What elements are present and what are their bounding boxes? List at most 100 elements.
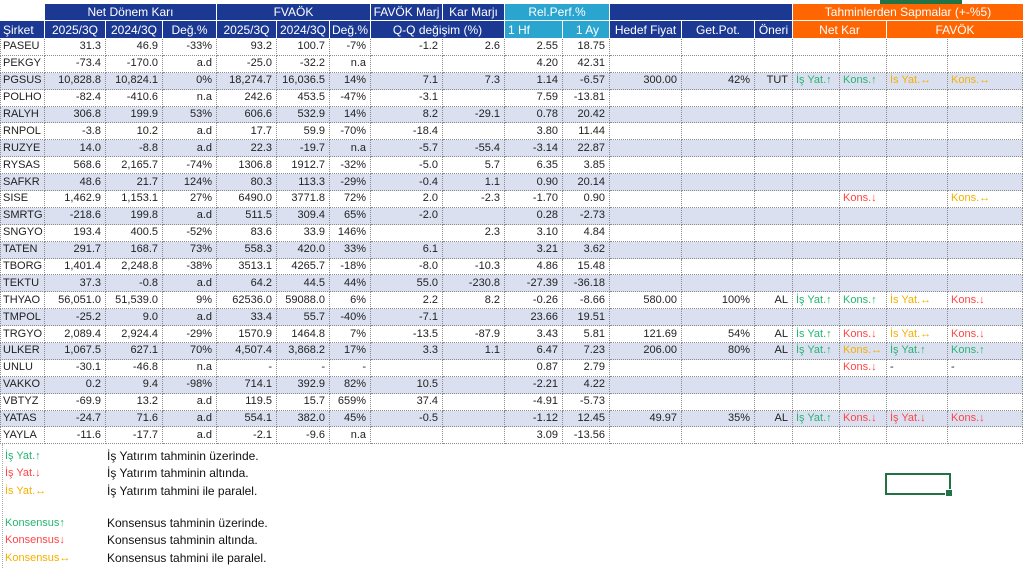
cell-ebitda-2024[interactable]: -32.2 xyxy=(277,55,330,73)
cell-netkar-isyat[interactable]: İş Yat.↑ xyxy=(793,410,840,428)
cell-ebitda-2024[interactable]: 33.9 xyxy=(277,224,330,242)
cell-target-price[interactable] xyxy=(610,275,682,293)
cell-netkar-kons[interactable] xyxy=(840,140,887,158)
header-net-donem-kari[interactable]: Net Dönem Karı xyxy=(45,4,217,21)
header-fv-2025-3q[interactable]: 2025/3Q xyxy=(217,21,277,39)
cell-net-profit-2024[interactable]: 10,824.1 xyxy=(106,72,163,90)
cell-relperf-1m[interactable]: -6.57 xyxy=(563,72,610,90)
cell-company[interactable]: VAKKO xyxy=(0,376,45,394)
cell-ebitda-chg[interactable]: -70% xyxy=(330,123,371,141)
cell-favok-isyat[interactable] xyxy=(887,140,948,158)
cell-favok-kons[interactable]: - xyxy=(948,359,1023,377)
cell-ebitda-2024[interactable]: 532.9 xyxy=(277,106,330,124)
cell-netkar-isyat[interactable] xyxy=(793,157,840,175)
header-tahminlerden-sapmalar[interactable]: Tahminlerden Sapmalar (+-%5) xyxy=(793,4,1023,21)
cell-relperf-1w[interactable]: 4.20 xyxy=(505,55,563,73)
cell-net-profit-chg[interactable]: a.d xyxy=(163,393,217,411)
cell-upside-potential[interactable] xyxy=(682,258,755,276)
cell-netkar-isyat[interactable] xyxy=(793,309,840,327)
cell-recommendation[interactable] xyxy=(755,157,793,175)
cell-relperf-1w[interactable]: 3.43 xyxy=(505,326,563,344)
cell-ebitda-2025[interactable]: 606.6 xyxy=(217,106,277,124)
cell-favok-kons[interactable] xyxy=(948,393,1023,411)
cell-ebitda-chg[interactable]: -7% xyxy=(330,39,371,56)
cell-net-profit-2024[interactable]: -8.8 xyxy=(106,140,163,158)
cell-ebitda-2025[interactable]: 554.1 xyxy=(217,410,277,428)
cell-net-profit-2024[interactable]: 9.0 xyxy=(106,309,163,327)
cell-netkar-kons[interactable] xyxy=(840,174,887,192)
cell-profit-margin-qq[interactable] xyxy=(443,410,505,428)
cell-relperf-1m[interactable]: 12.45 xyxy=(563,410,610,428)
cell-upside-potential[interactable] xyxy=(682,393,755,411)
cell-ebitda-chg[interactable]: 44% xyxy=(330,275,371,293)
cell-netkar-kons[interactable] xyxy=(840,309,887,327)
cell-relperf-1w[interactable]: -1.70 xyxy=(505,191,563,208)
cell-netkar-kons[interactable] xyxy=(840,123,887,141)
cell-netkar-kons[interactable]: Kons.↔ xyxy=(840,343,887,360)
cell-upside-potential[interactable] xyxy=(682,140,755,158)
cell-company[interactable]: RYSAS xyxy=(0,157,45,175)
cell-netkar-kons[interactable]: Kons.↑ xyxy=(840,72,887,90)
cell-ebitda-2025[interactable]: 64.2 xyxy=(217,275,277,293)
cell-profit-margin-qq[interactable] xyxy=(443,359,505,377)
cell-profit-margin-qq[interactable] xyxy=(443,241,505,259)
cell-favok-isyat[interactable] xyxy=(887,393,948,411)
cell-target-price[interactable] xyxy=(610,309,682,327)
cell-target-price[interactable] xyxy=(610,39,682,56)
cell-net-profit-2025[interactable]: -69.9 xyxy=(45,393,106,411)
cell-relperf-1w[interactable]: 3.80 xyxy=(505,123,563,141)
cell-favok-isyat[interactable]: - xyxy=(887,359,948,377)
cell-profit-margin-qq[interactable] xyxy=(443,89,505,107)
cell-target-price[interactable]: 580.00 xyxy=(610,292,682,310)
cell-net-profit-chg[interactable]: n.a xyxy=(163,359,217,377)
corner-empty-cell[interactable] xyxy=(0,4,45,21)
cell-ebitda-2024[interactable]: 3771.8 xyxy=(277,191,330,208)
cell-recommendation[interactable] xyxy=(755,140,793,158)
cell-profit-margin-qq[interactable] xyxy=(443,309,505,327)
cell-netkar-kons[interactable] xyxy=(840,241,887,259)
cell-target-price[interactable] xyxy=(610,89,682,107)
cell-netkar-isyat[interactable] xyxy=(793,39,840,56)
cell-recommendation[interactable] xyxy=(755,376,793,394)
cell-netkar-isyat[interactable] xyxy=(793,393,840,411)
cell-upside-potential[interactable]: 100% xyxy=(682,292,755,310)
header-rel-perf[interactable]: Rel.Perf.% xyxy=(505,4,610,21)
cell-favok-kons[interactable] xyxy=(948,89,1023,107)
cell-relperf-1w[interactable]: -27.39 xyxy=(505,275,563,293)
cell-netkar-isyat[interactable] xyxy=(793,191,840,208)
cell-netkar-kons[interactable] xyxy=(840,207,887,225)
cell-ebitda-chg[interactable]: 6% xyxy=(330,292,371,310)
cell-netkar-kons[interactable]: Kons.↓ xyxy=(840,191,887,208)
cell-favok-kons[interactable] xyxy=(948,224,1023,242)
cell-favok-isyat[interactable]: İş Yat.↑ xyxy=(887,343,948,360)
cell-netkar-kons[interactable]: Kons.↓ xyxy=(840,410,887,428)
cell-net-profit-2025[interactable]: -11.6 xyxy=(45,427,106,445)
cell-profit-margin-qq[interactable]: -87.9 xyxy=(443,326,505,344)
cell-company[interactable]: SISE xyxy=(0,191,45,208)
cell-relperf-1m[interactable]: 20.42 xyxy=(563,106,610,124)
cell-net-profit-2025[interactable]: 1,401.4 xyxy=(45,258,106,276)
cell-ebitda-2024[interactable]: 1464.8 xyxy=(277,326,330,344)
header-fvaok-group[interactable]: FVAÖK xyxy=(217,4,371,21)
cell-target-price[interactable]: 300.00 xyxy=(610,72,682,90)
cell-relperf-1w[interactable]: 4.86 xyxy=(505,258,563,276)
cell-profit-margin-qq[interactable]: 8.2 xyxy=(443,292,505,310)
cell-ebitda-chg[interactable]: -18% xyxy=(330,258,371,276)
cell-relperf-1m[interactable]: -13.81 xyxy=(563,89,610,107)
cell-favok-isyat[interactable]: İs Yat.↔ xyxy=(887,326,948,344)
cell-ebitda-2024[interactable]: 4265.7 xyxy=(277,258,330,276)
cell-relperf-1w[interactable]: 1.14 xyxy=(505,72,563,90)
cell-upside-potential[interactable] xyxy=(682,106,755,124)
cell-ebitda-margin-qq[interactable] xyxy=(371,55,443,73)
cell-ebitda-2024[interactable]: 420.0 xyxy=(277,241,330,259)
cell-relperf-1m[interactable]: 7.23 xyxy=(563,343,610,360)
cell-netkar-isyat[interactable] xyxy=(793,89,840,107)
cell-ebitda-2025[interactable]: -2.1 xyxy=(217,427,277,445)
cell-target-price[interactable] xyxy=(610,140,682,158)
selected-cell-outline[interactable] xyxy=(885,473,953,497)
header-fv-2024-3q[interactable]: 2024/3Q xyxy=(277,21,330,39)
cell-favok-isyat[interactable] xyxy=(887,258,948,276)
cell-ebitda-chg[interactable]: n.a xyxy=(330,55,371,73)
cell-profit-margin-qq[interactable] xyxy=(443,427,505,445)
cell-ebitda-margin-qq[interactable]: 3.3 xyxy=(371,343,443,360)
